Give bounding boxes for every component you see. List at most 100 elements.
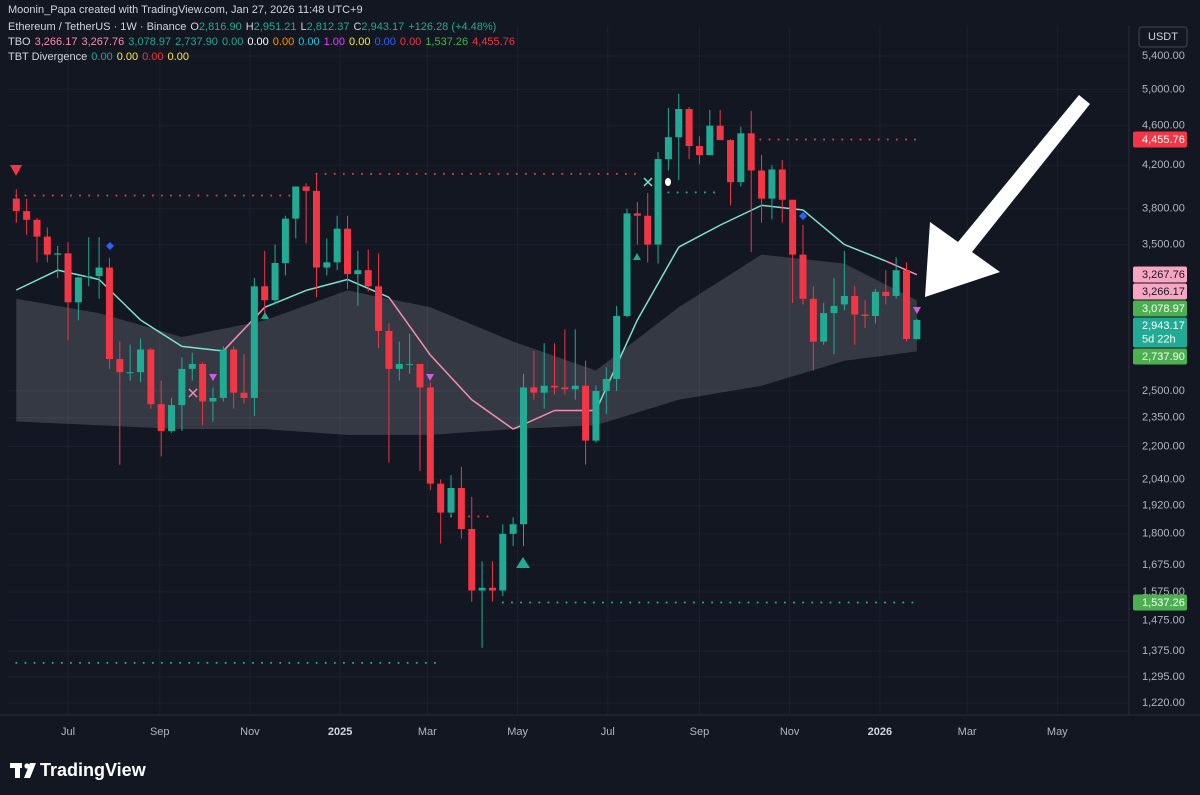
candle-body <box>623 213 631 316</box>
candle-body <box>561 387 569 390</box>
y-tick-label: 3,800.00 <box>1142 203 1185 215</box>
x-tick-label: 2026 <box>868 726 892 738</box>
y-tick-label: 4,600.00 <box>1142 120 1185 132</box>
y-tick-label: 4,200.00 <box>1142 159 1185 171</box>
signal-marker <box>10 165 22 176</box>
candle-body <box>695 146 703 156</box>
price-label-countdown: 5d 22h <box>1142 333 1176 345</box>
signal-marker <box>261 312 269 319</box>
candle-body <box>861 314 869 316</box>
credit: Moonin_Papa created with TradingView.com… <box>8 4 363 16</box>
ohlc-value: 2,812.37 <box>306 21 350 33</box>
y-tick-label: 5,000.00 <box>1142 83 1185 95</box>
y-tick-label: 1,675.00 <box>1142 559 1185 571</box>
candle-body <box>354 270 362 275</box>
ohlc-key: H <box>245 21 254 33</box>
indicator-line <box>678 224 721 248</box>
signal-marker <box>209 374 217 381</box>
indicator-name: TBT Divergence <box>8 51 88 63</box>
indicator-line <box>802 209 845 246</box>
symbol-title: Ethereum / TetherUS · 1W · Binance <box>8 21 187 33</box>
signal-marker <box>913 307 921 314</box>
signal-marker <box>665 178 671 186</box>
indicator-value: 4,455.76 <box>472 36 515 48</box>
candle-body <box>840 295 848 305</box>
candle-body <box>830 305 838 314</box>
candle-body <box>74 277 82 303</box>
candle-body <box>551 385 559 388</box>
ohlc-key: C <box>353 21 362 33</box>
candle-body <box>913 319 921 340</box>
candle-body <box>406 363 414 365</box>
candle-body <box>633 213 641 216</box>
candle-body <box>178 368 186 406</box>
candle-body <box>871 291 879 316</box>
y-tick-label: 1,475.00 <box>1142 614 1185 626</box>
y-tick-label: 1,920.00 <box>1142 500 1185 512</box>
signal-marker <box>106 242 114 250</box>
indicator-value: 0.00 <box>374 36 396 48</box>
candle-body <box>240 392 248 398</box>
candle-body <box>312 190 320 268</box>
signal-marker <box>633 253 641 260</box>
indicator-line <box>719 204 762 226</box>
signal-marker <box>426 374 434 381</box>
indicator-line <box>305 278 348 292</box>
legend-row: Ethereum / TetherUS · 1W · Binance O 2,816… <box>8 20 515 35</box>
candle-body <box>716 125 724 141</box>
indicator-value: 3,267.76 <box>81 36 125 48</box>
price-label-box <box>1133 266 1187 283</box>
candle-body <box>85 276 93 278</box>
candle-body <box>250 286 258 398</box>
candle-body <box>395 363 403 369</box>
candle-body <box>778 169 786 200</box>
candle-body <box>644 215 652 245</box>
price-label: 3,266.17 <box>1142 286 1185 298</box>
candle-body <box>426 387 434 484</box>
ohlc-item: O 2,816.90 <box>190 20 241 35</box>
y-tick-label: 1,220.00 <box>1142 697 1185 709</box>
candle-body <box>147 349 155 405</box>
signal-marker <box>799 212 807 220</box>
candle-body <box>664 137 672 160</box>
candle-body <box>582 385 590 441</box>
candle-body <box>820 313 828 342</box>
candle-body <box>364 270 372 287</box>
x-tick-label: May <box>1047 726 1068 738</box>
candle-body <box>95 267 103 277</box>
x-tick-label: Jul <box>601 726 615 738</box>
candle-body <box>54 253 62 255</box>
price-label-box <box>1133 317 1187 348</box>
cloud <box>16 254 917 435</box>
candle-body <box>375 286 383 331</box>
candle-body <box>168 405 176 431</box>
x-tick-label: Sep <box>690 726 710 738</box>
indicator-line <box>388 296 431 356</box>
y-tick-label: 2,350.00 <box>1142 412 1185 424</box>
price-label: 2,943.17 <box>1142 320 1185 332</box>
x-tick-label: Mar <box>958 726 977 738</box>
ohlc-value: 2,951.21 <box>253 21 297 33</box>
x-tick-label: 2025 <box>328 726 352 738</box>
price-label-box <box>1133 300 1187 317</box>
price-label-box <box>1133 594 1187 611</box>
candle-body <box>902 270 910 340</box>
candle-body <box>457 487 465 530</box>
ohlc-item: H 2,951.21 <box>246 20 297 35</box>
candle-body <box>571 385 579 390</box>
candle-body <box>447 487 455 513</box>
candle-body <box>727 140 735 183</box>
candle-body <box>261 286 269 301</box>
signal-marker <box>516 557 530 568</box>
y-tick-label: 2,500.00 <box>1142 385 1185 397</box>
candle-body <box>768 169 776 199</box>
indicator-value: 0.00 <box>221 36 244 48</box>
candle-body <box>116 359 124 373</box>
candle-body <box>478 587 486 591</box>
legend-row: Moonin_Papa created with TradingView.com… <box>8 3 515 18</box>
candle-body <box>271 262 279 301</box>
candle-body <box>292 186 300 219</box>
indicator-line <box>885 260 918 276</box>
indicator-line <box>140 319 183 347</box>
indicator-name: TBO <box>8 36 31 48</box>
